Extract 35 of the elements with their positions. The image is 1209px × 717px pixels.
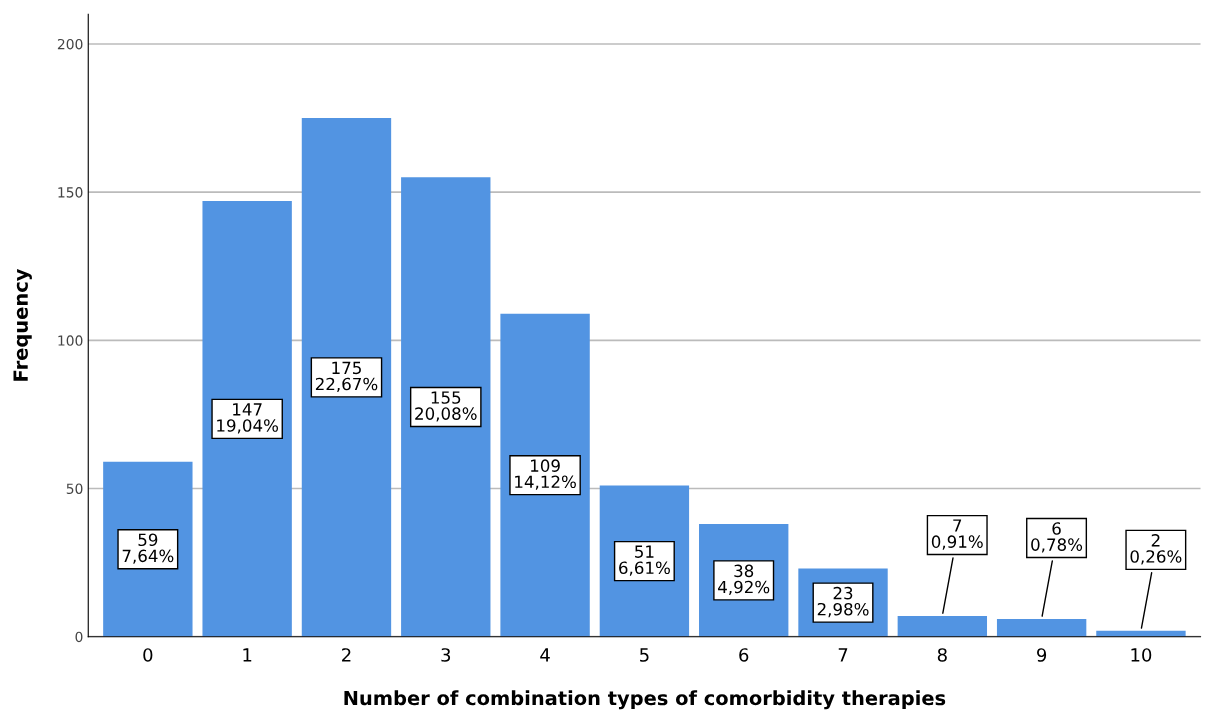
- x-tick-label: 3: [441, 648, 451, 662]
- x-axis-title: Number of combination types of comorbidity therapies: [344, 690, 946, 710]
- x-tick-label: 1: [243, 648, 252, 662]
- x-tick-label: 5: [640, 648, 649, 662]
- data-label: 38 4,92%: [718, 564, 770, 595]
- data-label: 7 0,91%: [931, 519, 983, 550]
- y-tick-label: 0: [75, 631, 83, 643]
- y-tick-label: 200: [57, 38, 83, 50]
- data-label: 23 2,98%: [817, 586, 869, 618]
- y-axis-title: Frequency: [13, 268, 32, 381]
- bar: [301, 118, 392, 637]
- bar: [401, 177, 491, 637]
- data-label: 109 14,12%: [515, 459, 576, 490]
- x-tick-label: 2: [342, 648, 351, 662]
- y-tick-label: 100: [58, 335, 83, 346]
- data-label: 175 22,67%: [315, 361, 378, 392]
- x-tick-label: 6: [739, 648, 749, 662]
- x-tick-label: 4: [540, 648, 550, 662]
- x-tick-label: 10: [1131, 648, 1152, 662]
- bar: [500, 313, 590, 637]
- bar: [897, 615, 988, 637]
- data-label: 6 0,78%: [1031, 522, 1083, 553]
- x-tick-label: 9: [1037, 648, 1047, 662]
- data-label: 51 6,61%: [619, 545, 670, 576]
- data-label: 147 19,04%: [217, 403, 279, 434]
- x-tick-label: 8: [937, 648, 947, 662]
- data-label: 59 7,64%: [122, 533, 174, 564]
- data-label: 155 20,08%: [415, 391, 477, 422]
- data-label: 2 0,26%: [1130, 534, 1182, 565]
- y-tick-label: 50: [66, 483, 83, 494]
- bar: [996, 618, 1087, 637]
- x-tick-label: 0: [143, 648, 153, 662]
- bar: [202, 201, 292, 637]
- x-tick-label: 7: [838, 648, 848, 662]
- y-tick-label: 150: [58, 187, 83, 198]
